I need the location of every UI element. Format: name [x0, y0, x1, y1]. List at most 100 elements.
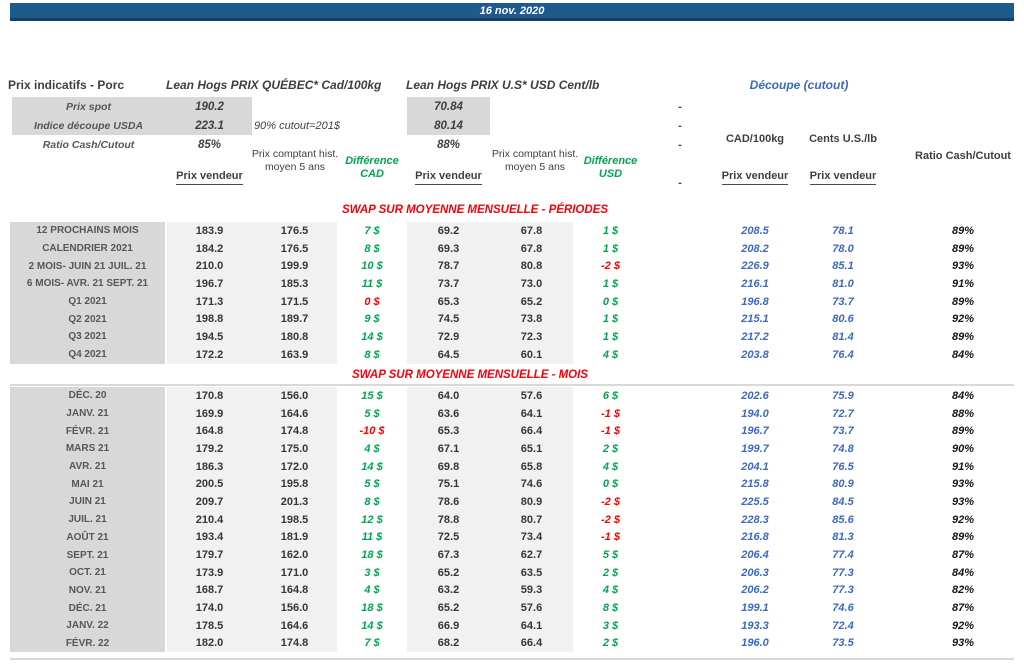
cad-vendeur-cell: 179.7: [167, 546, 252, 564]
cutout-cad-cell: 208.2: [741, 242, 769, 255]
cutout-cad-cell: 196.0: [741, 637, 769, 650]
diff-cad-cell: 14 $: [361, 619, 383, 632]
gray-band: [12, 97, 252, 116]
cutout-cad-cell: 208.5: [741, 224, 769, 237]
table-row: NOV. 21 168.7 164.8 4 $ 63.2 59.3 4 $ 20…: [10, 581, 1024, 600]
usd-comptant-cell: 62.7: [490, 546, 573, 564]
table-row: JANV. 22 178.5 164.6 14 $ 66.9 64.1 3 $ …: [10, 616, 1024, 635]
col-header-vendeur-cutout-us: Prix vendeur: [793, 170, 893, 185]
usd-comptant-cell: 60.1: [490, 345, 573, 364]
row-label: JUIL. 21: [10, 510, 165, 529]
ratio-cell: 89%: [951, 224, 975, 237]
col-header-comptant-cad: Prix comptant hist. moyen 5 ans: [251, 148, 339, 173]
ratio-cad-value: 85%: [197, 138, 222, 151]
ratio-cell: 93%: [951, 495, 975, 508]
cash-cutout-ratio-row: Ratio Cash/Cutout 85% 88%: [10, 135, 1014, 154]
diff-usd-cell: 4 $: [602, 348, 619, 361]
usd-comptant-cell: 67.8: [490, 239, 573, 258]
cutout-us-cell: 85.1: [832, 260, 854, 273]
col-header-label: Prix vendeur: [721, 170, 789, 185]
cad-comptant-cell: 185.3: [252, 275, 337, 293]
usd-comptant-cell: 73.4: [490, 528, 573, 547]
usd-vendeur-cell: 72.5: [407, 528, 490, 547]
diff-cad-cell: 18 $: [361, 602, 383, 615]
us-price-header: Lean Hogs PRIX U.S* USD Cent/lb: [406, 78, 600, 92]
cad-vendeur-cell: 173.9: [167, 563, 252, 582]
table-row: 6 MOIS- AVR. 21 SEPT. 21 196.7 185.3 11 …: [10, 275, 1024, 293]
cad-comptant-cell: 198.5: [252, 510, 337, 529]
row-label: MAI 21: [10, 475, 165, 494]
usda-cutout-index-row: Indice découpe USDA 223.1 90% cutout=201…: [10, 116, 1014, 135]
row-label: OCT. 21: [10, 563, 165, 582]
table-row: MARS 21 179.2 175.0 4 $ 67.1 65.1 2 $ 19…: [10, 440, 1024, 458]
cad-vendeur-cell: 179.2: [167, 440, 252, 458]
cutout-us-cell: 73.5: [832, 637, 854, 650]
usd-vendeur-cell: 63.6: [407, 404, 490, 423]
date-banner: 16 nov. 2020: [10, 3, 1014, 21]
row-label: JUIN 21: [10, 493, 165, 511]
cad-comptant-cell: 163.9: [252, 345, 337, 364]
cad-vendeur-cell: 200.5: [167, 475, 252, 494]
usd-vendeur-cell: 65.2: [407, 599, 490, 617]
usd-comptant-cell: 73.8: [490, 310, 573, 329]
cad-comptant-cell: 189.7: [252, 310, 337, 329]
table-row: CALENDRIER 2021 184.2 176.5 8 $ 69.3 67.…: [10, 239, 1024, 258]
usd-comptant-cell: 80.9: [490, 493, 573, 511]
ratio-cell: 91%: [951, 460, 975, 473]
diff-cad-cell: 4 $: [364, 442, 380, 455]
table-row: OCT. 21 173.9 171.0 3 $ 65.2 63.5 2 $ 20…: [10, 563, 1024, 582]
cad-comptant-cell: 164.8: [252, 581, 337, 600]
diff-cad-cell: 4 $: [364, 584, 380, 597]
col-header-diff-usd: Différence USD: [583, 155, 638, 180]
table-row: Q3 2021 194.5 180.8 14 $ 72.9 72.3 1 $ 2…: [10, 328, 1024, 346]
usd-vendeur-cell: 63.2: [407, 581, 490, 600]
diff-usd-cell: 4 $: [602, 460, 619, 473]
section-title-periods: SWAP SUR MOYENNE MENSUELLE - PÉRIODES: [341, 204, 609, 216]
ratio-cell: 89%: [951, 330, 975, 343]
diff-usd-cell: -2 $: [601, 495, 620, 508]
diff-cad-cell: 11 $: [361, 277, 383, 290]
col-header-label: Prix vendeur: [809, 170, 877, 185]
cutout-cad-cell: 216.8: [741, 531, 769, 544]
table-row: 2 MOIS- JUIN 21 JUIL. 21 210.0 199.9 10 …: [10, 257, 1024, 276]
usd-vendeur-cell: 66.9: [407, 616, 490, 635]
cad-comptant-cell: 172.0: [252, 457, 337, 476]
diff-cad-cell: 12 $: [361, 513, 383, 526]
col-header-vendeur-cad: Prix vendeur: [167, 170, 252, 185]
section-divider: [10, 384, 1014, 386]
usd-vendeur-cell: 64.0: [407, 387, 490, 405]
cad-comptant-cell: 201.3: [252, 493, 337, 511]
cutout-us-cell: 81.0: [832, 277, 854, 290]
ratio-cell: 93%: [951, 478, 975, 491]
usd-vendeur-cell: 78.7: [407, 257, 490, 276]
cutout-us-cell: 74.8: [832, 442, 854, 455]
usd-vendeur-cell: 65.2: [407, 563, 490, 582]
spot-cad-value: 190.2: [195, 100, 224, 113]
gray-band: [407, 97, 490, 116]
usd-vendeur-cell: 72.9: [407, 328, 490, 346]
cad-comptant-cell: 199.9: [252, 257, 337, 276]
cad-vendeur-cell: 170.8: [167, 387, 252, 405]
cutout-us-cell: 76.4: [832, 348, 854, 361]
diff-usd-cell: 1 $: [602, 242, 619, 255]
usd-vendeur-cell: 73.7: [407, 275, 490, 293]
diff-cad-cell: -10 $: [359, 425, 385, 438]
spot-price-row: Prix spot 190.2 70.84: [10, 97, 1014, 116]
diff-usd-cell: 0 $: [602, 478, 619, 491]
usd-vendeur-cell: 69.2: [407, 222, 490, 240]
cutout-cad-cell: 202.6: [741, 389, 769, 402]
diff-usd-cell: -2 $: [601, 513, 620, 526]
row-label: Q2 2021: [10, 310, 165, 329]
cad-comptant-cell: 162.0: [252, 546, 337, 564]
diff-usd-cell: 2 $: [602, 566, 619, 579]
col-header-comptant-usd: Prix comptant hist. moyen 5 ans: [491, 148, 579, 173]
ratio-cell: 84%: [951, 389, 975, 402]
col-header-diff-cad: Différence CAD: [345, 155, 399, 180]
cad-comptant-cell: 174.8: [252, 634, 337, 653]
diff-usd-cell: 8 $: [602, 602, 619, 615]
cad-comptant-cell: 164.6: [252, 616, 337, 635]
table-row: JUIL. 21 210.4 198.5 12 $ 78.8 80.7 -2 $…: [10, 510, 1024, 529]
empty-cell-dash: -: [678, 119, 682, 132]
cutout-cad-cell: 217.2: [741, 330, 769, 343]
